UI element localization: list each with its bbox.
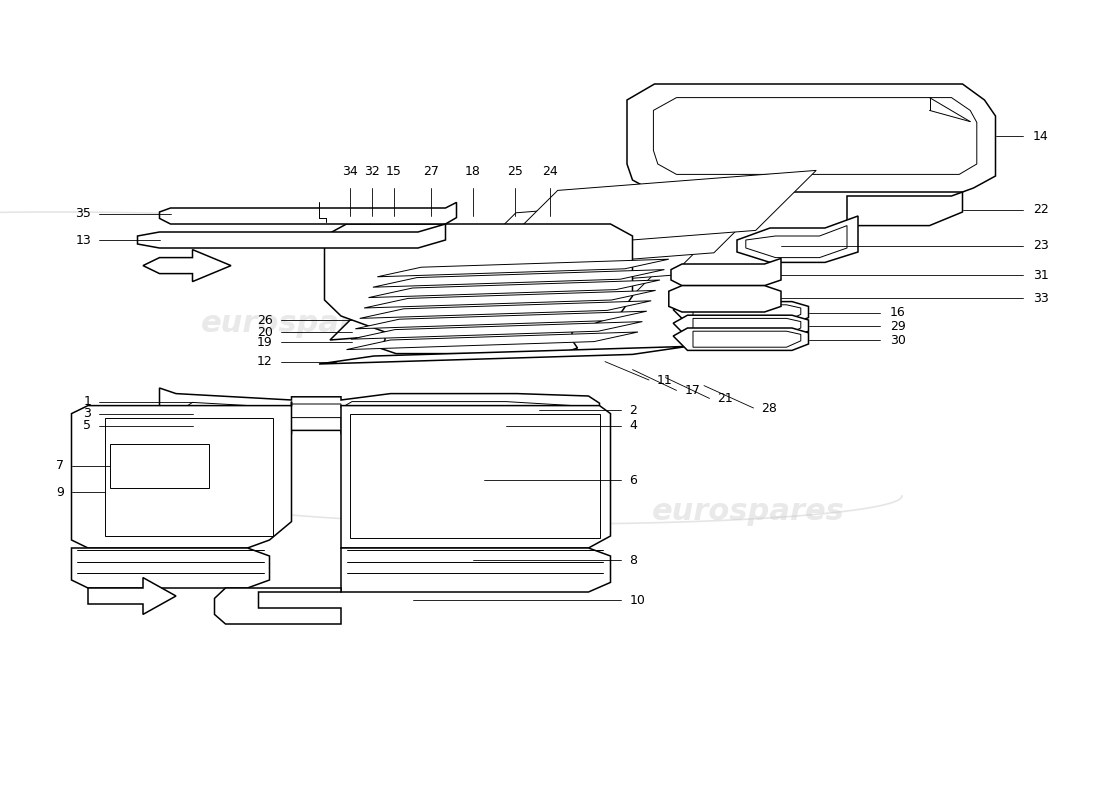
Polygon shape xyxy=(330,260,649,340)
Polygon shape xyxy=(377,259,669,277)
Polygon shape xyxy=(627,84,996,192)
Text: 25: 25 xyxy=(507,166,522,178)
Polygon shape xyxy=(364,290,656,308)
Text: 12: 12 xyxy=(257,355,273,368)
Polygon shape xyxy=(138,224,446,248)
Text: 15: 15 xyxy=(386,166,402,178)
Text: 13: 13 xyxy=(76,234,91,246)
Text: 9: 9 xyxy=(56,486,64,498)
Text: 29: 29 xyxy=(890,320,905,333)
Text: 21: 21 xyxy=(717,392,733,405)
Text: eurospares: eurospares xyxy=(651,498,845,526)
Polygon shape xyxy=(372,238,691,318)
Text: 4: 4 xyxy=(629,419,637,432)
Polygon shape xyxy=(355,311,647,329)
Text: 2: 2 xyxy=(629,404,637,417)
Polygon shape xyxy=(673,315,808,338)
Polygon shape xyxy=(673,302,808,324)
Text: 32: 32 xyxy=(364,166,380,178)
Text: 5: 5 xyxy=(84,419,91,432)
Polygon shape xyxy=(319,346,688,364)
Polygon shape xyxy=(72,548,270,588)
Polygon shape xyxy=(160,388,600,434)
Text: 11: 11 xyxy=(657,374,672,386)
Text: 3: 3 xyxy=(84,407,91,420)
Text: 16: 16 xyxy=(890,306,905,319)
Text: 26: 26 xyxy=(257,314,273,326)
Text: 7: 7 xyxy=(56,459,64,472)
Polygon shape xyxy=(368,280,660,298)
Polygon shape xyxy=(214,588,341,624)
Text: 14: 14 xyxy=(1033,130,1048,142)
Polygon shape xyxy=(497,170,816,250)
Polygon shape xyxy=(673,328,808,350)
Polygon shape xyxy=(88,578,176,614)
Text: 20: 20 xyxy=(257,326,273,338)
Text: 22: 22 xyxy=(1033,203,1048,216)
Polygon shape xyxy=(341,406,610,548)
Text: 10: 10 xyxy=(629,594,645,606)
Text: 19: 19 xyxy=(257,336,273,349)
Text: 24: 24 xyxy=(542,166,558,178)
Text: 30: 30 xyxy=(890,334,905,346)
Polygon shape xyxy=(351,322,642,339)
Text: 33: 33 xyxy=(1033,292,1048,305)
Text: 31: 31 xyxy=(1033,269,1048,282)
Text: 17: 17 xyxy=(684,384,700,397)
Text: 18: 18 xyxy=(465,166,481,178)
Polygon shape xyxy=(143,250,231,282)
Polygon shape xyxy=(671,258,781,286)
Text: 1: 1 xyxy=(84,395,91,408)
Text: 6: 6 xyxy=(629,474,637,486)
Polygon shape xyxy=(160,202,456,224)
Polygon shape xyxy=(360,301,651,318)
Polygon shape xyxy=(373,270,664,287)
Polygon shape xyxy=(455,193,774,273)
Polygon shape xyxy=(346,332,638,350)
Polygon shape xyxy=(72,402,292,548)
Text: eurospares: eurospares xyxy=(200,310,394,338)
Polygon shape xyxy=(737,216,858,262)
Text: 34: 34 xyxy=(342,166,358,178)
Polygon shape xyxy=(341,548,610,592)
Text: 27: 27 xyxy=(424,166,439,178)
Text: 35: 35 xyxy=(76,207,91,220)
Text: 8: 8 xyxy=(629,554,637,566)
Polygon shape xyxy=(414,215,733,295)
Polygon shape xyxy=(847,192,962,226)
Polygon shape xyxy=(669,286,781,312)
Text: 28: 28 xyxy=(761,402,777,414)
Text: 23: 23 xyxy=(1033,239,1048,252)
Polygon shape xyxy=(324,224,632,354)
